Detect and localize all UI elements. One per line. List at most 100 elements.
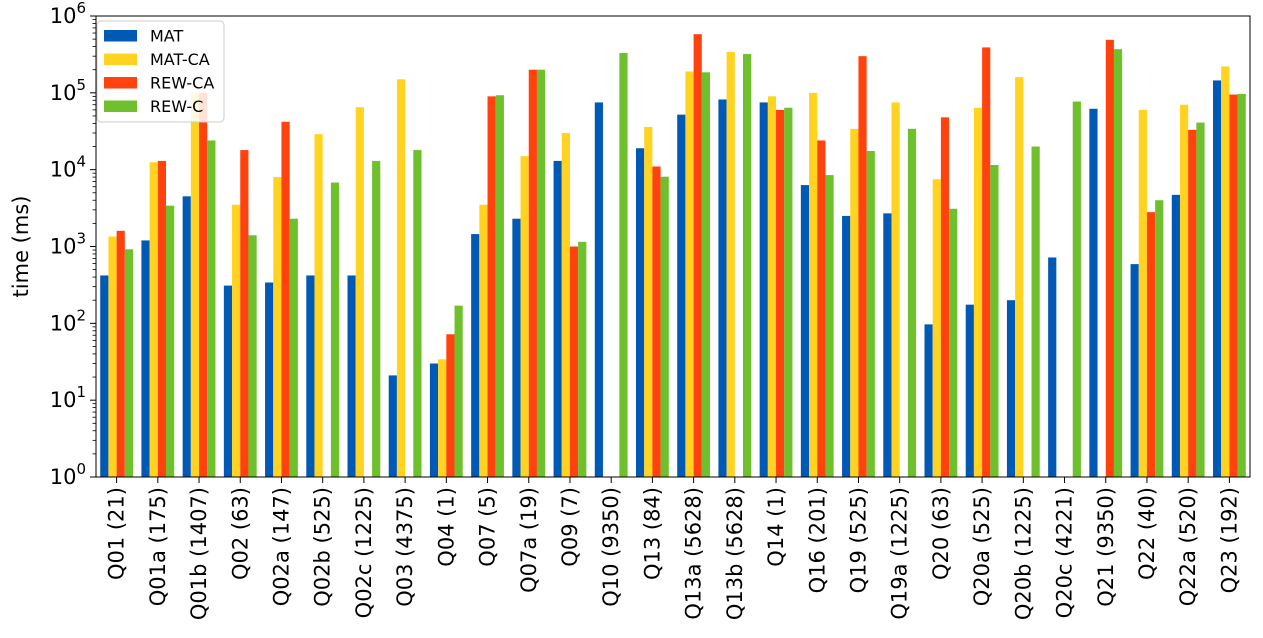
bar [1130, 264, 1139, 477]
bar [800, 185, 810, 477]
bar [932, 179, 941, 477]
bar [1072, 101, 1081, 478]
bar [100, 275, 109, 477]
x-tick-label: Q22 (40) [1135, 487, 1159, 580]
bar [273, 177, 282, 478]
bar [438, 359, 447, 477]
bar [108, 236, 117, 477]
x-tick-label: Q16 (201) [805, 487, 829, 593]
y-tick-label: 103 [50, 230, 86, 259]
bar [314, 134, 323, 477]
legend-swatch [104, 100, 137, 112]
bar [677, 114, 686, 478]
bar [759, 102, 768, 478]
bar [265, 282, 274, 477]
bar [594, 102, 603, 478]
bar [199, 92, 208, 477]
x-tick-label: Q10 (9350) [599, 487, 623, 607]
legend-swatch [104, 30, 137, 42]
bar [858, 56, 867, 478]
bar [973, 107, 983, 477]
x-tick-label: Q03 (4375) [393, 487, 417, 607]
bar [990, 165, 999, 477]
bar [1221, 66, 1230, 478]
x-tick-label: Q09 (7) [558, 487, 582, 567]
bar [553, 160, 562, 477]
x-tick-label: Q13a (5628) [682, 487, 706, 620]
bar [652, 166, 661, 478]
x-tick-label: Q07 (5) [476, 487, 500, 567]
bar [1229, 94, 1238, 477]
x-tick-label: Q13 (84) [640, 487, 664, 580]
x-tick-label: Q02a (147) [269, 487, 293, 606]
bar [1105, 39, 1114, 478]
bar [767, 96, 777, 477]
bar [1048, 257, 1057, 477]
y-tick-label: 101 [50, 383, 86, 412]
bar [693, 34, 702, 478]
x-axis: Q01 (21) Q01a (175) Q01b (1407) Q02 (63) Q02… [105, 477, 1241, 620]
bar [660, 176, 669, 477]
x-tick-label: Q20c (4221) [1053, 487, 1077, 618]
bar [190, 92, 200, 477]
bar [355, 107, 364, 478]
bar [850, 128, 859, 477]
bar [685, 71, 694, 478]
legend-box [96, 20, 225, 123]
x-tick-label: Q04 (1) [434, 487, 458, 567]
bar [866, 150, 875, 478]
bar [561, 133, 570, 477]
bar [1237, 93, 1246, 477]
bar [982, 47, 991, 478]
bar [446, 334, 455, 477]
bar [743, 54, 752, 478]
bar [965, 304, 974, 477]
bar [1113, 49, 1123, 478]
y-tick-label: 102 [50, 306, 86, 335]
bar [124, 249, 134, 477]
y-axis-label: time (ms) [9, 196, 33, 298]
bars-layer [100, 34, 1246, 478]
bar [619, 52, 628, 478]
x-tick-label: Q20b (1225) [1011, 487, 1035, 620]
x-tick-label: Q20a (525) [970, 487, 994, 606]
bar [207, 140, 216, 477]
bar [413, 150, 422, 478]
bar [825, 175, 834, 477]
bar [1171, 194, 1180, 478]
bar [940, 117, 950, 477]
legend-label: MAT-CA [150, 50, 210, 69]
bar [644, 126, 653, 478]
bar [907, 128, 917, 477]
x-tick-label: Q02c (1225) [352, 487, 376, 618]
bar [809, 92, 818, 477]
bar [232, 204, 241, 477]
legend-swatch [104, 53, 137, 65]
bar [116, 230, 125, 477]
bar [487, 96, 496, 477]
y-tick-label: 104 [50, 153, 86, 182]
bar [528, 69, 537, 477]
x-tick-label: Q19a (1225) [888, 487, 912, 620]
bar [306, 275, 315, 477]
bar [891, 102, 900, 478]
x-tick-label: Q14 (1) [764, 487, 788, 567]
x-tick-label: Q01a (175) [146, 487, 170, 606]
bar [289, 218, 298, 477]
bar [1212, 80, 1222, 478]
x-tick-label: Q13b (5628) [723, 487, 747, 620]
bar [784, 107, 793, 477]
x-tick-label: Q19 (525) [846, 487, 870, 593]
legend-label: REW-C [150, 97, 203, 116]
bar [578, 241, 587, 477]
bar [1155, 200, 1164, 478]
bar [1138, 109, 1147, 477]
bar [701, 72, 711, 477]
bar [718, 99, 727, 478]
bar [842, 215, 851, 478]
legend-label: REW-CA [150, 74, 214, 93]
y-tick-label: 105 [50, 76, 86, 105]
bar [1196, 122, 1205, 477]
x-tick-label: Q07a (19) [517, 487, 541, 593]
legend-label: MAT [150, 27, 184, 46]
